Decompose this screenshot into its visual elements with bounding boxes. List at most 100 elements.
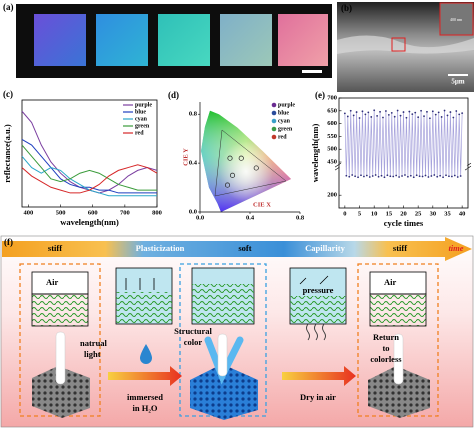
x-tick-label: 40 xyxy=(459,210,466,217)
x-tick-label: 20 xyxy=(400,210,407,217)
scale-bar xyxy=(302,70,322,73)
data-point xyxy=(424,174,427,177)
data-point xyxy=(385,110,387,112)
data-point xyxy=(360,174,362,177)
data-point xyxy=(439,174,442,177)
legend-label: cyan xyxy=(135,116,148,122)
legend-label: green xyxy=(278,126,293,132)
data-point xyxy=(348,175,351,178)
film-sample xyxy=(278,14,328,66)
data-line xyxy=(21,138,157,194)
data-point xyxy=(390,111,393,114)
data-point xyxy=(364,113,367,116)
film-sample xyxy=(34,14,86,66)
data-point xyxy=(405,116,408,119)
stage-box xyxy=(357,263,439,417)
film-sample xyxy=(158,14,210,66)
evaporation-arrow xyxy=(299,275,329,285)
data-point xyxy=(227,155,233,161)
light-label: natrual xyxy=(80,338,108,348)
stage-box xyxy=(19,263,101,417)
y-tick-label: 0.0 xyxy=(189,208,197,215)
legend-label: blue xyxy=(135,109,146,115)
plot-frame xyxy=(21,99,158,208)
data-point xyxy=(365,174,368,177)
return-label: to xyxy=(382,343,389,353)
legend-label: purple xyxy=(135,102,152,108)
x-tick-label: 0 xyxy=(343,210,346,217)
x-tick-label: 400 xyxy=(24,209,34,216)
process-label: in H₂O xyxy=(133,403,158,413)
polymer-network xyxy=(31,293,89,327)
data-point xyxy=(414,111,417,114)
y-axis-label: CIE Y xyxy=(182,148,189,166)
data-point xyxy=(383,176,386,179)
process-arrow xyxy=(282,366,356,386)
data-point xyxy=(415,174,418,177)
data-point xyxy=(428,117,431,120)
data-point xyxy=(448,175,450,178)
data-point xyxy=(380,174,383,177)
light-beam xyxy=(217,333,228,377)
data-point xyxy=(377,175,380,178)
inset xyxy=(439,2,474,36)
panel-label: (a) xyxy=(3,2,14,12)
data-point xyxy=(392,175,395,178)
data-point xyxy=(368,176,371,178)
x-tick-label: 600 xyxy=(88,209,98,216)
stage-label: stiff xyxy=(393,243,407,253)
data-point xyxy=(367,111,370,114)
data-point xyxy=(238,155,244,161)
legend-label: red xyxy=(135,130,144,136)
air-label: Air xyxy=(384,277,397,287)
stage-label: Plasticization xyxy=(136,243,185,253)
x-tick-label: 35 xyxy=(444,210,451,217)
polymer-network xyxy=(116,292,172,324)
legend-swatch xyxy=(271,134,277,140)
legend-label: purple xyxy=(278,102,295,108)
data-point xyxy=(224,182,231,188)
x-axis-label: cycle times xyxy=(384,218,424,228)
data-point xyxy=(393,115,396,118)
data-point xyxy=(456,176,459,178)
data-point xyxy=(345,174,348,177)
y-tick-label: 550 xyxy=(327,133,337,140)
data-point xyxy=(431,110,434,113)
color-label: color xyxy=(184,337,203,347)
air-box xyxy=(369,271,427,295)
data-line xyxy=(21,144,157,191)
data-point xyxy=(386,174,389,177)
legend-swatch xyxy=(271,126,277,132)
y-axis-label: reflectance(a.u.) xyxy=(2,124,12,183)
data-point xyxy=(411,113,414,116)
data-point xyxy=(449,111,452,113)
x-tick-label: 0.4 xyxy=(246,214,255,221)
polymer-network xyxy=(192,284,254,324)
y-tick-label: 500 xyxy=(327,146,337,153)
axis-break-mark xyxy=(334,162,472,171)
x-tick-label: 700 xyxy=(120,209,130,216)
stage-label: soft xyxy=(238,243,251,253)
return-label: Return xyxy=(373,332,399,342)
data-point xyxy=(363,175,365,178)
y-tick-label: 650 xyxy=(327,107,337,114)
x-tick-label: 10 xyxy=(371,210,378,217)
x-tick-label: 0.8 xyxy=(296,214,305,221)
data-point xyxy=(376,115,379,117)
legend-swatch xyxy=(271,118,277,124)
data-point xyxy=(437,111,440,114)
data-point xyxy=(408,110,411,113)
data-point xyxy=(373,109,376,112)
process-label: Dry in air xyxy=(300,392,336,402)
legend-label: green xyxy=(135,123,150,129)
data-point xyxy=(417,116,420,119)
y-tick-label: 0.4 xyxy=(189,160,198,167)
x-tick-label: 5 xyxy=(358,210,362,217)
x-axis-label: wavelength(nm) xyxy=(60,217,119,227)
porous-cube xyxy=(368,366,430,418)
data-point xyxy=(409,174,412,177)
scale-label: 5μm xyxy=(451,78,464,86)
panel-label: (d) xyxy=(168,90,179,100)
data-point xyxy=(436,175,439,178)
